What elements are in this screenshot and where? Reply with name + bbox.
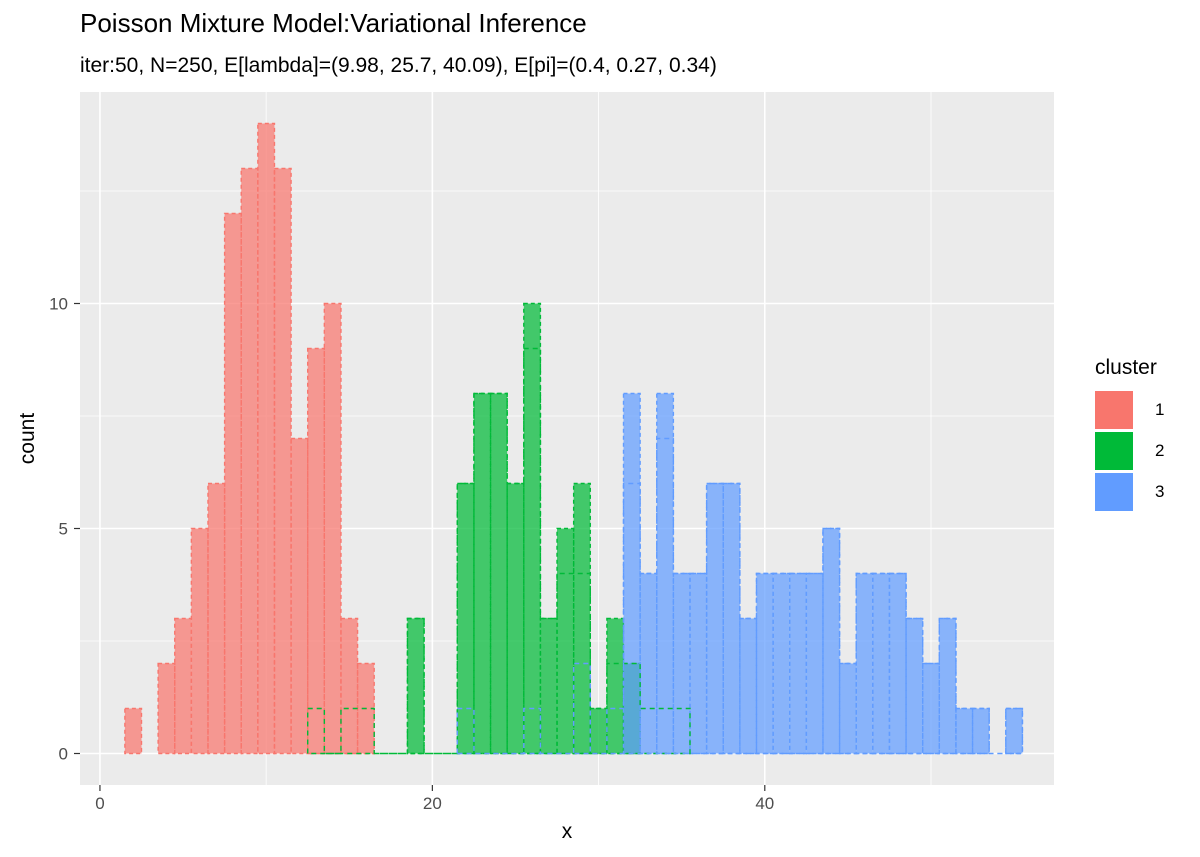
bar-cluster-2	[506, 482, 525, 755]
bar-cluster-3	[772, 572, 791, 755]
bar-cluster-1	[240, 167, 259, 755]
bar-cluster-2	[489, 392, 508, 755]
x-axis-title: x	[562, 820, 573, 843]
legend-key-3	[1095, 473, 1133, 511]
bar-cluster-1	[124, 707, 143, 755]
legend-key-2	[1095, 432, 1133, 470]
bar-cluster-2	[406, 617, 425, 755]
bar-cluster-1	[323, 302, 342, 755]
legend-label-3: 3	[1155, 482, 1165, 501]
bar-cluster-3	[855, 572, 874, 755]
bar-cluster-3	[938, 617, 957, 755]
bar-cluster-3	[656, 392, 675, 755]
x-tick-label: 0	[95, 794, 104, 813]
legend: cluster 1 2 3	[1095, 356, 1164, 513]
histogram-chart: 0 20 40 0 5 10 x count	[16, 92, 1054, 844]
bar-cluster-2	[539, 617, 558, 755]
bar-cluster-2	[556, 527, 575, 755]
bar-cluster-3	[905, 617, 924, 755]
bar-cluster-3	[639, 572, 658, 755]
bar-cluster-3	[1005, 707, 1024, 755]
bar-cluster-3	[705, 482, 724, 755]
bar-cluster-3	[921, 662, 941, 755]
bar-cluster-2	[589, 707, 608, 755]
bar-cluster-3	[789, 572, 808, 755]
bar-cluster-3	[689, 572, 708, 755]
x-tick-label: 40	[755, 794, 774, 813]
bar-cluster-3	[672, 572, 691, 755]
y-axis-title: count	[16, 413, 39, 465]
bar-cluster-3	[805, 572, 824, 755]
bar-cluster-1	[290, 437, 309, 755]
bar-cluster-1	[207, 482, 226, 755]
bar-cluster-1	[174, 617, 193, 755]
bar-cluster-2	[572, 482, 591, 755]
x-tick-label: 20	[423, 794, 442, 813]
bar-cluster-1	[307, 347, 326, 755]
bar-cluster-3	[755, 572, 774, 755]
legend-label-1: 1	[1155, 400, 1165, 419]
legend-label-2: 2	[1155, 441, 1165, 460]
bar-cluster-1	[223, 212, 242, 755]
chart-title: Poisson Mixture Model:Variational Infere…	[80, 8, 587, 38]
legend-title: cluster	[1095, 356, 1157, 379]
bar-cluster-1	[157, 662, 176, 755]
y-tick-label: 0	[59, 745, 68, 764]
bar-cluster-3	[822, 527, 841, 755]
true-outline-cluster-2	[307, 347, 691, 755]
axis-layer: 0 20 40 0 5 10 x count	[16, 295, 774, 844]
bar-cluster-3	[722, 482, 741, 755]
legend-item-2: 2	[1095, 431, 1164, 471]
bar-cluster-3	[888, 572, 907, 755]
bar-cluster-1	[340, 617, 359, 755]
bar-cluster-3	[955, 707, 974, 755]
bar-cluster-1	[273, 167, 292, 755]
bar-cluster-3	[872, 572, 891, 755]
bar-cluster-3	[971, 707, 990, 755]
bar-cluster-2	[456, 482, 475, 755]
legend-item-1: 1	[1095, 390, 1164, 430]
bar-cluster-2	[606, 617, 625, 755]
y-tick-label: 10	[49, 295, 68, 314]
bar-cluster-3	[622, 392, 641, 755]
bar-cluster-1	[190, 527, 209, 755]
legend-key-1	[1095, 391, 1133, 429]
bar-cluster-2	[523, 302, 542, 755]
chart-subtitle: iter:50, N=250, E[lambda]=(9.98, 25.7, 4…	[80, 54, 717, 77]
bar-cluster-3	[739, 617, 758, 755]
true-outline-layer	[307, 347, 1024, 755]
bar-cluster-3	[838, 662, 857, 755]
bar-cluster-1	[257, 122, 276, 755]
bar-cluster-2	[473, 392, 492, 755]
legend-item-3: 3	[1095, 472, 1164, 512]
y-tick-label: 5	[59, 520, 68, 539]
